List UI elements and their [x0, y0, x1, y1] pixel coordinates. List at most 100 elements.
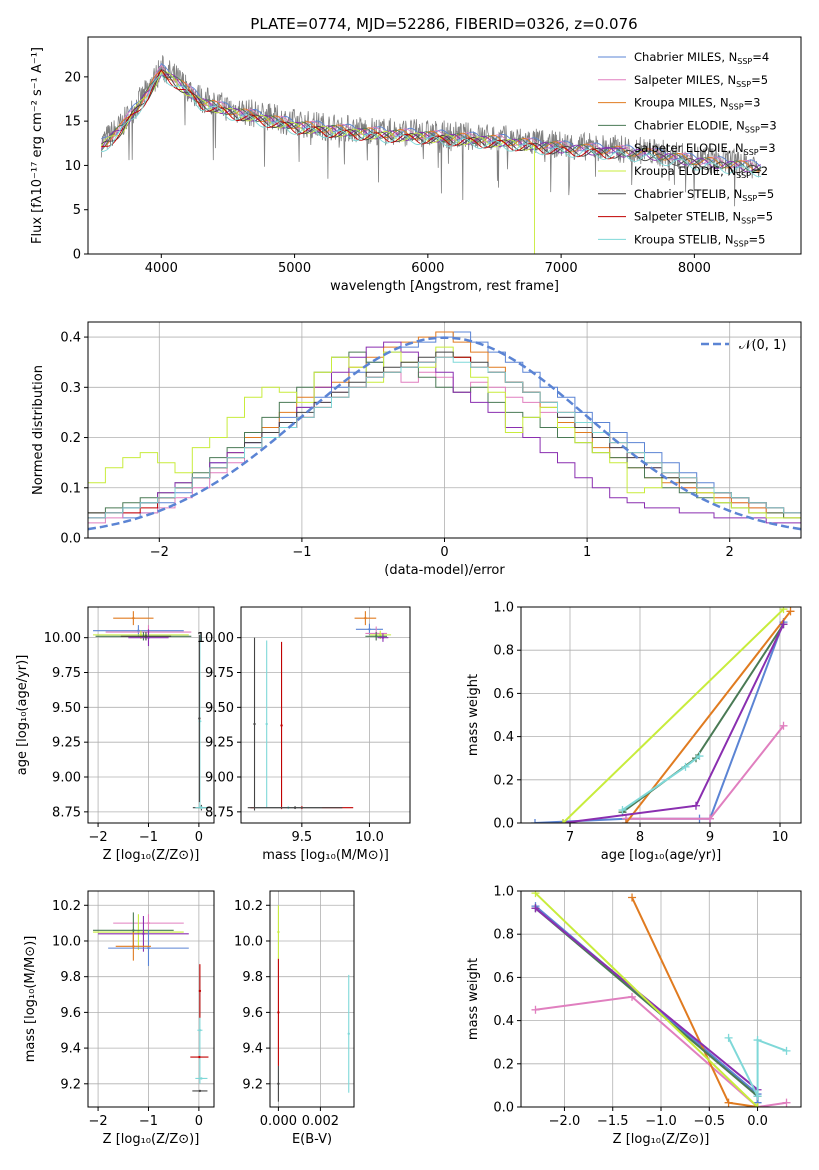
x-tick-label: 0 [195, 830, 203, 845]
legend-subscript: SSP [729, 103, 744, 112]
x-axis-label: wavelength [Angstrom, rest frame] [330, 279, 559, 294]
panel-massweight_vs_Z: −2.0 −1.5 −1.0 −0.5 0.0 0.0 0.2 0.4 0.6 0.8 1.0 Z [… [466, 885, 802, 1147]
data-point [147, 946, 150, 950]
y-tick-label: 15 [64, 115, 81, 130]
x-tick-label: 9 [706, 830, 714, 845]
y-tick-label: 9.8 [60, 970, 81, 985]
hist-step-series [88, 356, 801, 519]
data-point [277, 930, 280, 934]
plot-area [241, 607, 410, 823]
weight-line [534, 892, 759, 1107]
y-tick-label: 0.3 [60, 381, 81, 396]
y-tick-label: 9.00 [52, 771, 81, 786]
data-point [200, 806, 203, 809]
weight-marker [779, 620, 788, 629]
data-point [200, 1077, 203, 1080]
x-axis-label: Z [log₁₀(Z/Z⊙)] [103, 1132, 200, 1147]
y-axis-label: Flux [fλ10⁻¹⁷ erg cm⁻² s⁻¹ A⁻¹] [30, 47, 45, 244]
weight-marker [779, 721, 788, 730]
spectrum-data-line [100, 55, 762, 207]
spectrum-model-line [100, 71, 535, 254]
y-tick-label: 0.2 [60, 431, 81, 446]
weight-marker [531, 1005, 540, 1014]
y-tick-label: 0.4 [493, 1014, 514, 1029]
normal-curve [88, 336, 801, 531]
weight-marker [531, 819, 539, 823]
x-tick-label: 8 [636, 830, 644, 845]
legend-tail: =4 [752, 50, 769, 64]
weight-marker [753, 1103, 762, 1107]
weight-marker [531, 891, 540, 898]
x-tick-label: 7 [566, 830, 574, 845]
spectrum-model-line [101, 73, 762, 178]
weight-marker [695, 752, 704, 761]
weight-marker [622, 819, 630, 823]
plot-area [88, 607, 214, 823]
panel-mass_vs_ebv: 0.000 0.002 9.2 9.4 9.6 9.8 10.0 10.2 E(B-V) [234, 890, 355, 1147]
y-tick-label: 10.00 [197, 631, 234, 646]
data-point [293, 806, 297, 809]
y-tick-label: 0.0 [493, 817, 514, 832]
y-tick-label: 1.0 [493, 601, 514, 616]
legend-label: Chabrier ELODIE, NSSP=3 [634, 118, 777, 134]
x-tick-label: 7000 [545, 261, 578, 276]
weight-marker [779, 607, 788, 614]
legend-label: Salpeter ELODIE, NSSP=3 [634, 141, 776, 157]
x-axis-label: (data-model)/error [384, 563, 505, 578]
spectrum-model-line [101, 69, 762, 174]
axes-frame [87, 36, 802, 255]
legend-label: Kroupa STELIB, NSSP=5 [634, 232, 765, 248]
legend-subscript: SSP [737, 57, 752, 66]
x-tick-label: 0.002 [302, 1114, 339, 1129]
weight-marker [753, 1036, 762, 1045]
y-tick-label: 10.2 [234, 899, 263, 914]
legend-subscript: SSP [736, 171, 751, 180]
weight-line [621, 755, 701, 811]
x-tick-label: 9.5 [291, 830, 312, 845]
data-point [280, 724, 283, 727]
y-axis-label: mass weight [466, 674, 481, 756]
x-axis-label: E(B-V) [292, 1132, 332, 1147]
weight-marker [706, 814, 714, 823]
axes-frame [87, 606, 215, 824]
plot-area [521, 607, 801, 823]
legend-tail: =5 [749, 232, 766, 246]
x-axis-label: mass [log₁₀(M/M⊙)] [262, 848, 389, 863]
x-tick-label: 0 [195, 1114, 203, 1129]
data-point [347, 1032, 350, 1036]
weight-marker [782, 1098, 791, 1107]
legend-tail: =2 [751, 164, 768, 178]
y-tick-label: 0.0 [60, 532, 81, 547]
y-tick-label: 10 [64, 159, 81, 174]
y-tick-label: 9.2 [242, 1077, 263, 1092]
plot-area [88, 891, 214, 1107]
data-point [265, 722, 268, 726]
y-tick-label: 9.50 [205, 701, 234, 716]
legend-subscript: SSP [745, 125, 760, 134]
legend-label: Salpeter STELIB, NSSP=5 [634, 210, 773, 226]
x-tick-label: −1.0 [645, 1114, 677, 1129]
plot-area [521, 891, 801, 1107]
weight-line [562, 608, 785, 823]
y-axis-label: mass weight [466, 958, 481, 1040]
y-tick-label: 9.75 [205, 666, 234, 681]
legend-label: Chabrier MILES, NSSP=4 [634, 50, 769, 66]
data-point [381, 636, 385, 639]
panel-age_vs_Z: −2 −1 0 8.75 9.00 9.25 9.50 9.75 10.00 Z [log₁₀(Z… [15, 606, 215, 863]
data-point [137, 930, 140, 934]
x-tick-label: 10.0 [355, 830, 384, 845]
y-tick-label: 9.6 [242, 1006, 263, 1021]
x-tick-label: 1 [583, 545, 591, 560]
y-tick-label: 20 [64, 70, 81, 85]
x-tick-label: 5000 [278, 261, 311, 276]
x-tick-label: −0.5 [693, 1114, 725, 1129]
y-tick-label: 0.4 [493, 730, 514, 745]
y-tick-label: 0 [73, 248, 81, 263]
panel-spectrum: 4000 5000 6000 7000 8000 0 5 10 15 20 wavelength [… [30, 36, 802, 294]
x-tick-label: −2.0 [549, 1114, 581, 1129]
x-tick-label: −1.5 [597, 1114, 629, 1129]
y-tick-label: 9.6 [60, 1006, 81, 1021]
x-tick-label: 0.000 [260, 1114, 297, 1129]
legend-label: Chabrier STELIB, NSSP=5 [634, 187, 774, 203]
y-tick-label: 9.75 [52, 666, 81, 681]
